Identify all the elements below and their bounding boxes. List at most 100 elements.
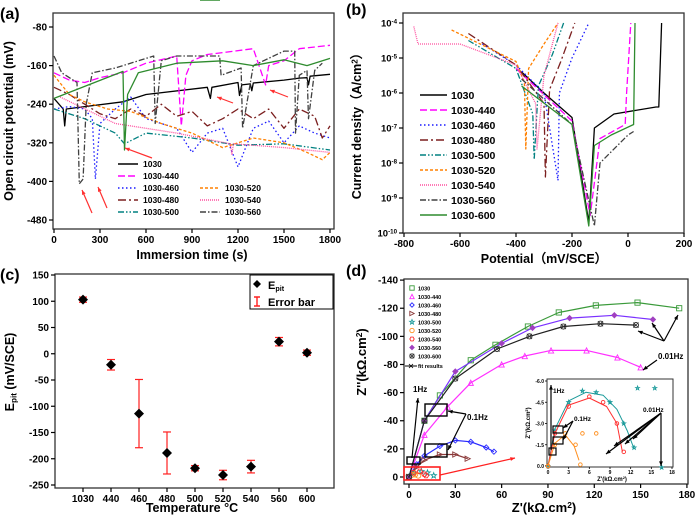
series-1030-460: [405, 437, 498, 481]
data-point-hexagon: [416, 468, 423, 475]
series-line-1030-600: [521, 22, 636, 227]
legend-label: 1030-480: [451, 135, 496, 147]
series-line-1030-500: [468, 22, 565, 161]
series-1030-540: [405, 468, 430, 480]
legend-label: 1030: [451, 90, 475, 102]
data-point-tri-right: [421, 456, 429, 464]
data-point-star: [429, 471, 438, 479]
red-arrow-head: [510, 457, 515, 461]
data-point-circle: [600, 400, 606, 405]
legend-label: 1030-520: [451, 165, 496, 177]
data-point-star: [658, 463, 665, 471]
x-tick-label: 520: [215, 494, 232, 505]
data-point-tri-right: [464, 455, 472, 463]
data-point-half-diamond: [566, 314, 573, 322]
y-tick-label: 10-5: [381, 54, 398, 65]
y-tick-label: 50: [38, 323, 50, 334]
y-axis-title: Open circuit potential (mV): [2, 41, 16, 201]
y-tick-label: 10-10: [378, 229, 398, 240]
data-point-diamond: [409, 302, 415, 308]
data-point-crossed-circle: [597, 320, 604, 327]
data-point-triangle: [637, 363, 644, 371]
plot-frame: [402, 12, 685, 234]
data-point-star: [620, 420, 627, 427]
y-tick-label: 150: [32, 271, 49, 282]
inset-arrow-001hz-head: [606, 449, 611, 454]
data-point-triangle: [614, 353, 621, 361]
inset-frequency-box: [552, 436, 564, 445]
data-point-tri-right: [452, 451, 459, 458]
data-point-half-diamond: [409, 344, 415, 351]
data-point-crossed-circle: [493, 345, 501, 353]
series-line-1030-560: [53, 50, 323, 185]
legend-label: 1030-440: [143, 171, 179, 181]
data-point-circle: [409, 327, 415, 334]
x-tick-label: 500: [187, 494, 204, 505]
y-tick-label: -60: [384, 388, 399, 399]
x-tick-label: 900: [184, 235, 201, 246]
data-point-half-diamond: [452, 368, 459, 375]
x-tick-label: -200: [562, 239, 582, 250]
y-tick-label: -1.5: [535, 443, 544, 449]
x-tick-label: 300: [92, 235, 109, 246]
series-line-1030-540: [413, 22, 559, 150]
inset-arrow-01hz-head: [563, 423, 568, 428]
red-arrow-head: [270, 89, 275, 94]
inset-chart: 0.0 -1.5 -3.0 -4.5 -6.0 0 3 6 9 12 15 18 1Hz 0.1Hz 0.0…: [524, 378, 675, 483]
fit-line: [408, 314, 654, 478]
legend-label: 1030-540: [225, 195, 261, 205]
data-point-epit: [134, 408, 144, 419]
x-tick-label: 150: [632, 490, 649, 501]
red-arrow-head: [98, 187, 102, 192]
arrow-001hz-head: [643, 365, 648, 370]
y-tick-label: -480: [27, 216, 47, 227]
series-1030-600: [405, 320, 640, 481]
data-point-circle: [621, 449, 627, 455]
series-line-1030-460: [482, 22, 590, 182]
data-point-epit: [190, 463, 200, 474]
legend: 1030 1030-440 1030-460 1030-480 1030-500 1030…: [118, 0, 261, 217]
y-tick-label: -400: [27, 177, 47, 188]
frequency-box: [424, 443, 448, 458]
data-point-epit: [218, 470, 228, 481]
y-tick-label: -120: [378, 304, 398, 315]
data-point-circle: [566, 404, 571, 409]
annotation-001hz: 0.01Hz: [658, 352, 683, 361]
inset-arrow-001hz: [632, 412, 662, 440]
legend-label: 1030-600: [451, 210, 496, 222]
data-point-crossed-circle: [560, 323, 567, 330]
x-axis-title: Z'(kΩ.cm2): [512, 500, 576, 515]
data-point-square: [634, 299, 641, 306]
data-point-star: [606, 399, 614, 405]
inset-arrow-001hz: [613, 412, 662, 447]
legend-label: Error bar: [268, 297, 316, 309]
data-point-half-diamond: [529, 324, 536, 332]
legend-error-bar-icon: [254, 296, 260, 307]
arrow-01hz-head: [448, 445, 452, 450]
x-tick-label: 1200: [227, 235, 250, 246]
legend-label: 1030-460: [451, 120, 496, 132]
data-point-square: [524, 323, 531, 330]
x-tick-label: 30: [450, 490, 462, 501]
y-tick-label: -100: [29, 402, 49, 413]
inset-arrow-001hz-head: [614, 441, 619, 446]
series-line-1030: [53, 73, 331, 127]
y-tick-label: 0: [392, 473, 398, 484]
plot-frame: [403, 278, 689, 485]
legend-label: 1030-560: [451, 195, 496, 207]
arrow-1hz: [411, 397, 419, 459]
legend-label: 1030: [418, 287, 430, 293]
marker-cross: [494, 346, 500, 352]
legend-label: fit results: [418, 364, 443, 370]
arrow-01hz: [447, 413, 467, 451]
y-tick-label: 10-8: [381, 159, 398, 170]
data-point-circle: [593, 431, 599, 436]
x-tick-label: 6: [588, 470, 591, 476]
red-arrow-head: [217, 96, 222, 101]
data-point-crossed-circle: [452, 375, 459, 382]
legend-label: 1030-460: [418, 304, 441, 310]
arrow-001hz: [637, 330, 665, 342]
inset-arrow-001hz-head: [659, 461, 663, 466]
legend-label: 1030-540: [418, 338, 441, 344]
x-tick-label: 90: [542, 490, 554, 501]
